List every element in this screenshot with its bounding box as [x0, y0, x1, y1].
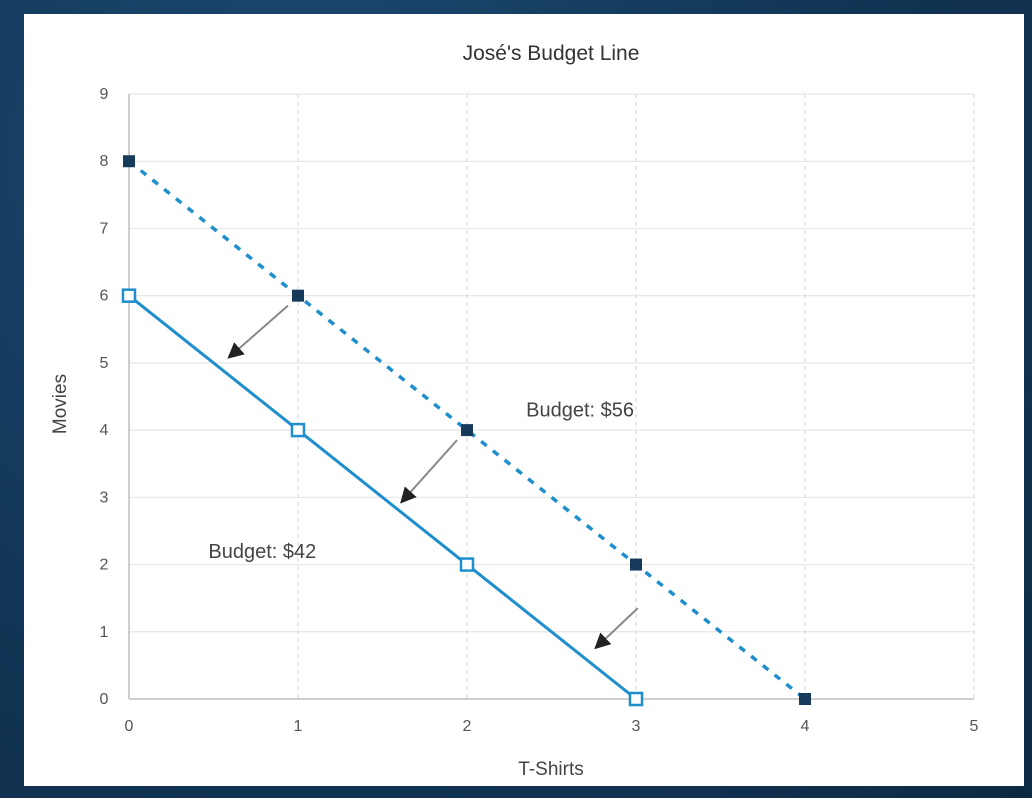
- budget-annotation: Budget: $56: [526, 400, 634, 422]
- x-tick-labels: 0 1 2 3 4 5: [125, 718, 979, 735]
- axes: [128, 94, 974, 700]
- arrow-layer: [227, 304, 639, 650]
- x-tick-label: 2: [463, 718, 472, 735]
- x-tick-label: 3: [632, 718, 641, 735]
- data-point-marker: [799, 693, 811, 705]
- chart-title: José's Budget Line: [463, 42, 640, 65]
- y-tick-label: 0: [100, 691, 109, 708]
- data-point-marker: [628, 691, 644, 707]
- data-point-marker: [121, 288, 137, 303]
- x-tick-label: 1: [294, 718, 303, 735]
- shift-arrow: [594, 607, 639, 650]
- data-point-marker: [461, 424, 473, 437]
- x-axis-label: T-Shirts: [518, 759, 583, 780]
- data-point-marker: [292, 289, 304, 302]
- shift-arrow: [227, 304, 289, 359]
- budget-annotation: Budget: $42: [208, 541, 316, 563]
- x-tick-label: 4: [801, 718, 810, 735]
- budget-42-line: [128, 294, 637, 701]
- y-tick-label: 3: [100, 489, 109, 506]
- annotation-layer: Budget: $56 Budget: $42: [208, 400, 634, 563]
- y-tick-label: 2: [100, 557, 109, 574]
- x-tick-label: 5: [970, 718, 979, 735]
- y-tick-labels: 0 1 2 3 4 5 6 7 8 9: [100, 86, 109, 708]
- budget-line-chart: José's Budget Line 0 1 2 3 4 5 0 1 2 3 4 5 6 7 8 9 T-S…: [50, 42, 979, 780]
- y-tick-label: 4: [100, 422, 109, 439]
- y-tick-label: 1: [100, 624, 109, 641]
- chart-panel: José's Budget Line 0 1 2 3 4 5 0 1 2 3 4 5 6 7 8 9 T-S…: [24, 14, 1024, 786]
- data-point-marker: [123, 155, 135, 168]
- data-point-marker: [459, 557, 475, 572]
- y-tick-label: 9: [100, 86, 109, 103]
- y-tick-label: 5: [100, 355, 109, 372]
- y-tick-label: 6: [100, 288, 109, 305]
- y-tick-label: 8: [100, 153, 109, 170]
- data-point-marker: [290, 422, 306, 438]
- data-point-marker: [630, 558, 642, 571]
- y-tick-label: 7: [100, 220, 109, 237]
- shift-arrow: [400, 439, 458, 504]
- series-layer: [121, 155, 811, 707]
- y-axis-label: Movies: [50, 374, 71, 434]
- x-tick-label: 0: [125, 718, 134, 735]
